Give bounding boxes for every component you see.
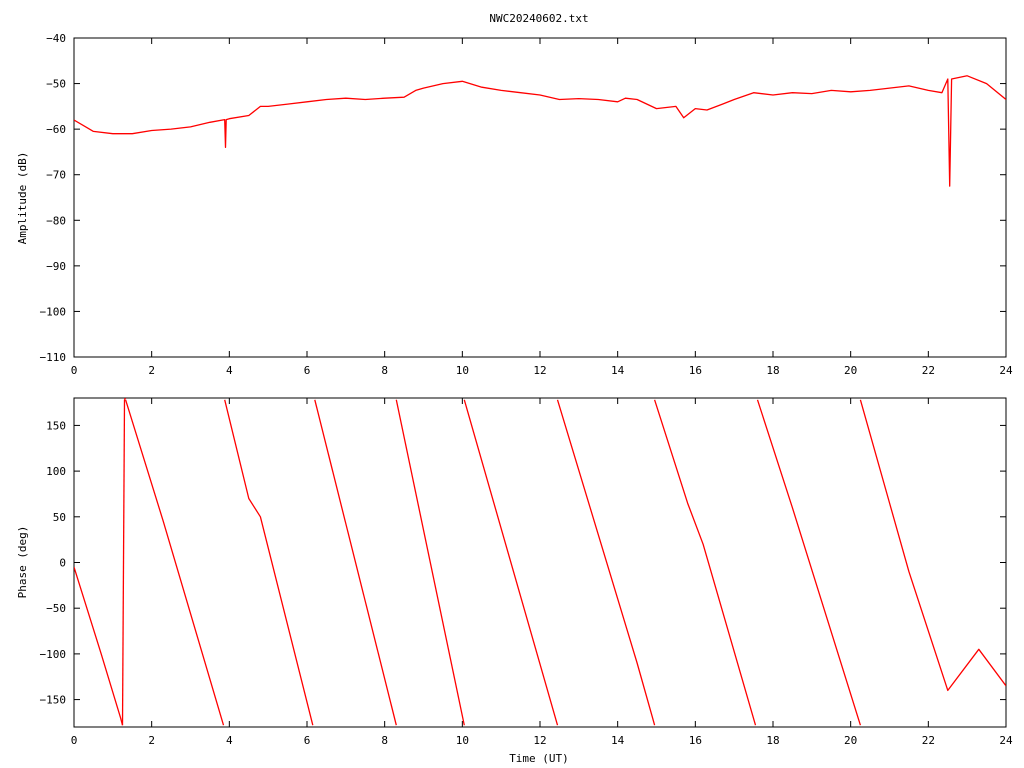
phase-x-tick-label: 4: [226, 734, 233, 747]
phase-x-tick-label: 10: [456, 734, 469, 747]
phase-series-line-6: [395, 399, 465, 726]
phase-series-line-5: [314, 399, 397, 726]
phase-y-tick-label: 0: [59, 557, 66, 570]
amplitude-plot-frame: [73, 37, 1007, 358]
amplitude-y-tick-label: −100: [40, 305, 67, 318]
phase-y-tick-label: 100: [46, 465, 66, 478]
amplitude-x-tick-label: 0: [71, 364, 78, 377]
amplitude-x-tick-label: 10: [456, 364, 469, 377]
amplitude-x-tick-label: 4: [226, 364, 233, 377]
phase-y-tick-label: −50: [46, 602, 66, 615]
amplitude-y-tick-label: −60: [46, 123, 66, 136]
amplitude-y-tick-label: −90: [46, 260, 66, 273]
amplitude-series-line-0: [74, 75, 1006, 187]
amplitude-panel: Amplitude (dB) 0 2 4 6 8 10 12 14 16 18 20 22 24−110…: [16, 32, 1013, 377]
phase-x-tick-label: 2: [148, 734, 155, 747]
chart-title: NWC20240602.txt: [489, 12, 588, 25]
phase-x-tick-label: 0: [71, 734, 78, 747]
amplitude-y-tick-label: −70: [46, 169, 66, 182]
phase-series-line-10: [756, 399, 862, 726]
phase-x-tick-label: 16: [689, 734, 702, 747]
time-x-axis-label: Time (UT): [509, 752, 569, 765]
amplitude-y-tick-label: −110: [40, 351, 67, 364]
phase-series-line-0: [74, 566, 124, 726]
phase-y-tick-label: 50: [53, 511, 66, 524]
phase-y-tick-label: 150: [46, 419, 66, 432]
amplitude-x-tick-label: 24: [999, 364, 1013, 377]
amplitude-x-tick-label: 18: [766, 364, 779, 377]
phase-y-tick-label: −150: [40, 694, 67, 707]
amplitude-x-tick-label: 22: [922, 364, 935, 377]
phase-plot-frame: [73, 397, 1007, 728]
amplitude-y-tick-label: −80: [46, 214, 66, 227]
amplitude-x-tick-label: 12: [533, 364, 546, 377]
phase-series-line-7: [463, 399, 559, 726]
amplitude-x-tick-label: 6: [304, 364, 311, 377]
phase-x-tick-label: 22: [922, 734, 935, 747]
phase-x-tick-label: 12: [533, 734, 546, 747]
phase-x-tick-label: 24: [999, 734, 1013, 747]
amplitude-x-tick-label: 16: [689, 364, 702, 377]
phase-x-tick-label: 6: [304, 734, 311, 747]
phase-panel: Phase (deg) Time (UT) 0 2 4 6 8 10 12 14 16 18 20 2…: [16, 397, 1013, 765]
phase-y-axis-label: Phase (deg): [16, 526, 29, 599]
amplitude-x-tick-label: 14: [611, 364, 625, 377]
phase-x-tick-label: 14: [611, 734, 625, 747]
phase-series-line-9: [653, 399, 757, 726]
phase-y-tick-label: −100: [40, 648, 67, 661]
phase-series-line-11: [859, 399, 1006, 692]
amplitude-x-tick-label: 2: [148, 364, 155, 377]
phase-series-line-8: [556, 399, 656, 726]
phase-x-tick-label: 8: [381, 734, 388, 747]
phase-x-tick-label: 18: [766, 734, 779, 747]
amplitude-x-tick-label: 8: [381, 364, 388, 377]
amplitude-y-tick-label: −50: [46, 78, 66, 91]
phase-x-tick-label: 20: [844, 734, 857, 747]
phase-series-line-2: [123, 398, 127, 401]
phase-series-line-1: [121, 399, 126, 726]
amplitude-y-tick-label: −40: [46, 32, 66, 45]
phase-series-line-3: [124, 399, 225, 726]
phase-series-line-4: [224, 399, 314, 726]
amplitude-x-tick-label: 20: [844, 364, 857, 377]
amplitude-y-axis-label: Amplitude (dB): [16, 152, 29, 245]
